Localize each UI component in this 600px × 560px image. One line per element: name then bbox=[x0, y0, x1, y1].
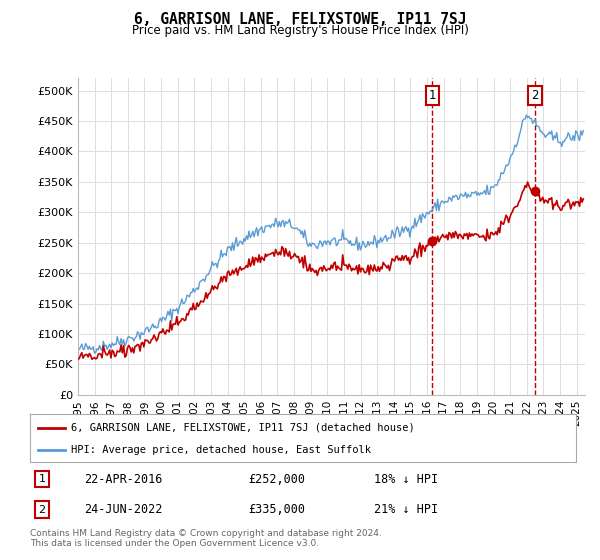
Text: 6, GARRISON LANE, FELIXSTOWE, IP11 7SJ: 6, GARRISON LANE, FELIXSTOWE, IP11 7SJ bbox=[134, 12, 466, 27]
Text: Price paid vs. HM Land Registry's House Price Index (HPI): Price paid vs. HM Land Registry's House … bbox=[131, 24, 469, 36]
Text: Contains HM Land Registry data © Crown copyright and database right 2024.
This d: Contains HM Land Registry data © Crown c… bbox=[30, 529, 382, 548]
Text: £335,000: £335,000 bbox=[248, 503, 305, 516]
Text: 22-APR-2016: 22-APR-2016 bbox=[85, 473, 163, 486]
Text: HPI: Average price, detached house, East Suffolk: HPI: Average price, detached house, East… bbox=[71, 445, 371, 455]
Text: 6, GARRISON LANE, FELIXSTOWE, IP11 7SJ (detached house): 6, GARRISON LANE, FELIXSTOWE, IP11 7SJ (… bbox=[71, 423, 415, 433]
Text: 18% ↓ HPI: 18% ↓ HPI bbox=[374, 473, 438, 486]
Text: 21% ↓ HPI: 21% ↓ HPI bbox=[374, 503, 438, 516]
Text: 2: 2 bbox=[38, 505, 46, 515]
Text: 1: 1 bbox=[38, 474, 46, 484]
Text: 24-JUN-2022: 24-JUN-2022 bbox=[85, 503, 163, 516]
Text: 2: 2 bbox=[531, 89, 539, 102]
Text: £252,000: £252,000 bbox=[248, 473, 305, 486]
Text: 1: 1 bbox=[428, 89, 436, 102]
